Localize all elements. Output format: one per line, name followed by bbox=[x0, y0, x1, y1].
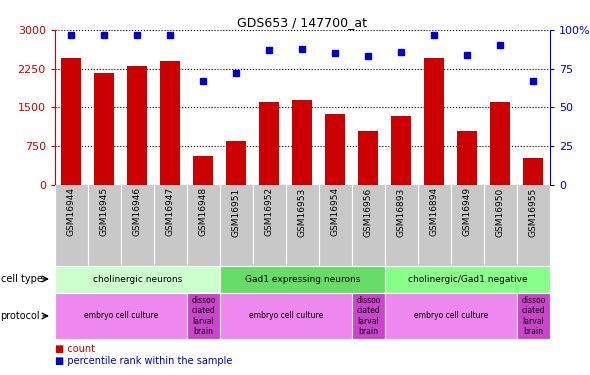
Bar bbox=[127, 66, 148, 185]
Text: cell type: cell type bbox=[1, 274, 42, 284]
Text: cholinergic neurons: cholinergic neurons bbox=[93, 274, 182, 284]
Bar bbox=[55, 292, 187, 339]
Text: GSM16951: GSM16951 bbox=[232, 187, 241, 237]
Bar bbox=[293, 100, 312, 185]
Text: GSM16944: GSM16944 bbox=[67, 187, 76, 236]
Bar bbox=[352, 292, 385, 339]
Text: GSM16947: GSM16947 bbox=[166, 187, 175, 236]
Bar bbox=[187, 292, 220, 339]
Text: GSM16950: GSM16950 bbox=[496, 187, 505, 237]
Text: dissoo
ciated
larval
brain: dissoo ciated larval brain bbox=[521, 296, 546, 336]
Text: GSM16946: GSM16946 bbox=[133, 187, 142, 236]
Bar bbox=[523, 158, 543, 185]
Bar bbox=[385, 266, 550, 292]
Bar bbox=[160, 61, 181, 185]
Bar bbox=[517, 292, 550, 339]
Text: GSM16956: GSM16956 bbox=[364, 187, 373, 237]
Bar bbox=[220, 266, 385, 292]
Bar bbox=[326, 114, 345, 185]
Bar bbox=[359, 130, 378, 185]
Text: GSM16894: GSM16894 bbox=[430, 187, 439, 236]
Bar bbox=[220, 292, 352, 339]
Text: ■ percentile rank within the sample: ■ percentile rank within the sample bbox=[55, 356, 232, 366]
Title: GDS653 / 147700_at: GDS653 / 147700_at bbox=[237, 16, 368, 29]
Text: GSM16954: GSM16954 bbox=[331, 187, 340, 236]
Bar bbox=[227, 141, 246, 185]
Text: GSM16893: GSM16893 bbox=[397, 187, 406, 237]
Text: embryo cell culture: embryo cell culture bbox=[249, 311, 323, 320]
Bar bbox=[55, 266, 220, 292]
Bar bbox=[385, 292, 517, 339]
Text: GSM16949: GSM16949 bbox=[463, 187, 472, 236]
Text: GSM16952: GSM16952 bbox=[265, 187, 274, 236]
Bar bbox=[392, 116, 411, 185]
Text: GSM16945: GSM16945 bbox=[100, 187, 109, 236]
Bar bbox=[94, 73, 114, 185]
Text: dissoo
ciated
larval
brain: dissoo ciated larval brain bbox=[191, 296, 215, 336]
Text: embryo cell culture: embryo cell culture bbox=[414, 311, 488, 320]
Text: GSM16955: GSM16955 bbox=[529, 187, 538, 237]
Text: GSM16948: GSM16948 bbox=[199, 187, 208, 236]
Bar bbox=[194, 156, 213, 185]
Bar bbox=[424, 58, 444, 185]
Text: Gad1 expressing neurons: Gad1 expressing neurons bbox=[245, 274, 360, 284]
Bar bbox=[260, 102, 279, 185]
Bar bbox=[457, 130, 477, 185]
Text: embryo cell culture: embryo cell culture bbox=[84, 311, 158, 320]
Text: protocol: protocol bbox=[1, 311, 40, 321]
Bar bbox=[61, 58, 81, 185]
Bar bbox=[490, 102, 510, 185]
Text: cholinergic/Gad1 negative: cholinergic/Gad1 negative bbox=[408, 274, 527, 284]
Text: ■ count: ■ count bbox=[55, 344, 95, 354]
Text: GSM16953: GSM16953 bbox=[298, 187, 307, 237]
Text: dissoo
ciated
larval
brain: dissoo ciated larval brain bbox=[356, 296, 381, 336]
